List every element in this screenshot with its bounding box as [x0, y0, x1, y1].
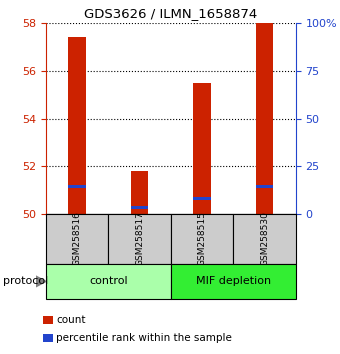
Bar — [131, 206, 148, 209]
Bar — [108, 214, 171, 264]
Bar — [46, 264, 171, 299]
Text: control: control — [89, 276, 128, 286]
Text: count: count — [56, 315, 86, 325]
Title: GDS3626 / ILMN_1658874: GDS3626 / ILMN_1658874 — [84, 7, 257, 21]
Text: GSM258515: GSM258515 — [198, 211, 207, 267]
Text: protocol: protocol — [3, 276, 49, 286]
Text: MIF depletion: MIF depletion — [196, 276, 271, 286]
Bar — [46, 214, 108, 264]
Text: GSM258530: GSM258530 — [260, 211, 269, 267]
Text: GSM258517: GSM258517 — [135, 211, 144, 267]
Bar — [193, 83, 211, 214]
Bar — [256, 23, 273, 214]
Bar — [171, 214, 233, 264]
Bar — [171, 264, 296, 299]
Bar — [68, 185, 86, 188]
Text: percentile rank within the sample: percentile rank within the sample — [56, 333, 232, 343]
Bar — [233, 214, 296, 264]
Bar — [256, 185, 273, 188]
Text: GSM258516: GSM258516 — [73, 211, 82, 267]
Bar — [131, 171, 148, 214]
Polygon shape — [36, 276, 46, 287]
Bar — [68, 38, 86, 214]
Bar — [193, 197, 211, 200]
